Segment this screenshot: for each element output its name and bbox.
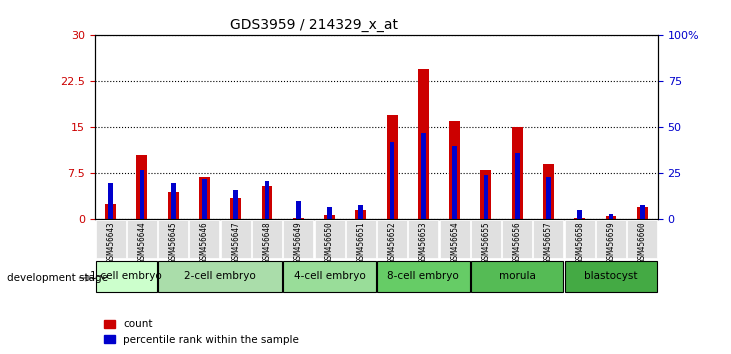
FancyBboxPatch shape <box>158 261 282 292</box>
Bar <box>296 201 300 219</box>
Bar <box>199 177 210 219</box>
Bar <box>605 216 616 219</box>
FancyBboxPatch shape <box>284 220 314 258</box>
Text: 8-cell embryo: 8-cell embryo <box>387 271 459 281</box>
Text: blastocyst: blastocyst <box>584 271 637 281</box>
Bar <box>233 190 238 219</box>
FancyBboxPatch shape <box>534 220 564 258</box>
FancyBboxPatch shape <box>314 220 344 258</box>
Bar <box>512 127 523 219</box>
Bar <box>137 155 148 219</box>
Text: 1-cell embryo: 1-cell embryo <box>91 271 162 281</box>
Bar <box>575 218 586 219</box>
Bar <box>546 177 550 219</box>
Text: GSM456644: GSM456644 <box>137 222 146 263</box>
Bar <box>543 164 554 219</box>
Text: GSM456653: GSM456653 <box>419 222 428 263</box>
Bar <box>358 205 363 219</box>
Bar <box>484 175 488 219</box>
Bar <box>421 133 425 219</box>
Text: development stage: development stage <box>7 273 108 283</box>
Text: GSM456658: GSM456658 <box>575 222 584 263</box>
FancyBboxPatch shape <box>221 220 251 258</box>
Bar <box>262 186 273 219</box>
FancyBboxPatch shape <box>96 261 157 292</box>
FancyBboxPatch shape <box>565 220 595 258</box>
Bar <box>390 142 395 219</box>
Text: GSM456656: GSM456656 <box>512 222 522 263</box>
FancyBboxPatch shape <box>252 220 282 258</box>
Text: GSM456660: GSM456660 <box>637 222 647 263</box>
Bar <box>452 146 457 219</box>
Text: GSM456657: GSM456657 <box>544 222 553 263</box>
Text: GSM456649: GSM456649 <box>294 222 303 263</box>
FancyBboxPatch shape <box>346 220 376 258</box>
Text: GSM456650: GSM456650 <box>325 222 334 263</box>
Bar <box>637 207 648 219</box>
Bar <box>108 183 113 219</box>
Text: GDS3959 / 214329_x_at: GDS3959 / 214329_x_at <box>230 18 398 32</box>
FancyBboxPatch shape <box>284 261 376 292</box>
Bar <box>515 153 520 219</box>
Bar <box>355 210 366 219</box>
FancyBboxPatch shape <box>377 220 407 258</box>
FancyBboxPatch shape <box>471 261 564 292</box>
FancyBboxPatch shape <box>158 220 188 258</box>
Bar <box>230 198 241 219</box>
Text: GSM456648: GSM456648 <box>262 222 271 263</box>
FancyBboxPatch shape <box>471 220 501 258</box>
Bar <box>387 115 398 219</box>
Text: GSM456654: GSM456654 <box>450 222 459 263</box>
Bar <box>293 218 304 219</box>
Text: GSM456659: GSM456659 <box>607 222 616 263</box>
FancyBboxPatch shape <box>189 220 219 258</box>
Text: morula: morula <box>499 271 536 281</box>
FancyBboxPatch shape <box>96 220 126 258</box>
Bar <box>418 69 429 219</box>
FancyBboxPatch shape <box>502 220 532 258</box>
Text: GSM456655: GSM456655 <box>482 222 491 263</box>
Bar <box>265 181 269 219</box>
Text: GSM456643: GSM456643 <box>106 222 115 263</box>
FancyBboxPatch shape <box>127 220 157 258</box>
Bar <box>480 170 491 219</box>
Bar <box>449 121 460 219</box>
Text: GSM456645: GSM456645 <box>169 222 178 263</box>
Text: GSM456646: GSM456646 <box>200 222 209 263</box>
Bar <box>609 214 613 219</box>
Bar <box>171 183 175 219</box>
FancyBboxPatch shape <box>377 261 469 292</box>
Bar <box>105 204 116 219</box>
FancyBboxPatch shape <box>627 220 657 258</box>
FancyBboxPatch shape <box>439 220 469 258</box>
Bar <box>202 179 207 219</box>
Bar <box>140 170 144 219</box>
Bar <box>167 192 178 219</box>
Text: GSM456652: GSM456652 <box>387 222 397 263</box>
FancyBboxPatch shape <box>596 220 626 258</box>
Text: GSM456651: GSM456651 <box>356 222 366 263</box>
Text: GSM456647: GSM456647 <box>231 222 240 263</box>
Legend: count, percentile rank within the sample: count, percentile rank within the sample <box>100 315 303 349</box>
Text: 4-cell embryo: 4-cell embryo <box>294 271 366 281</box>
FancyBboxPatch shape <box>565 261 657 292</box>
Bar <box>327 207 332 219</box>
FancyBboxPatch shape <box>409 220 439 258</box>
Bar <box>577 210 582 219</box>
Text: 2-cell embryo: 2-cell embryo <box>184 271 256 281</box>
Bar <box>640 205 645 219</box>
Bar <box>324 215 335 219</box>
